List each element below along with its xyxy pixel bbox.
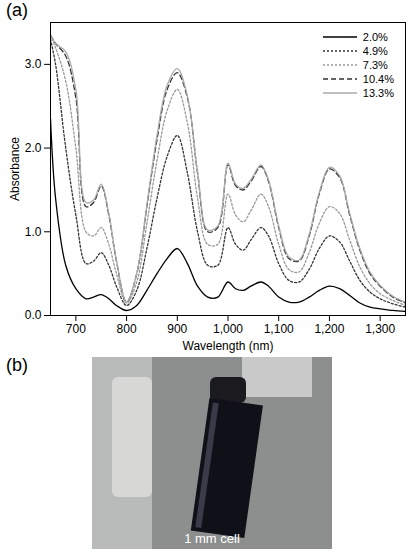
html-text:2.0%: 2.0% <box>362 31 388 43</box>
svg-text:700: 700 <box>66 322 86 336</box>
svg-text:3.0: 3.0 <box>25 57 42 71</box>
html-text:4.9%: 4.9% <box>362 45 388 57</box>
svg-text:0.0: 0.0 <box>25 308 42 322</box>
svg-text:800: 800 <box>117 322 137 336</box>
svg-text:1 mm cell: 1 mm cell <box>184 531 240 546</box>
svg-text:1,100: 1,100 <box>264 322 294 336</box>
html-text:7.3%: 7.3% <box>362 59 388 71</box>
svg-text:1.0: 1.0 <box>25 225 42 239</box>
svg-text:900: 900 <box>167 322 187 336</box>
svg-text:2.0: 2.0 <box>25 141 42 155</box>
svg-text:Absorbance: Absorbance <box>8 137 22 201</box>
svg-text:1,200: 1,200 <box>314 322 344 336</box>
html-text:10.4%: 10.4% <box>362 73 394 85</box>
html-text:(b): (b) <box>6 355 28 375</box>
svg-text:1,000: 1,000 <box>213 322 243 336</box>
svg-text:1,300: 1,300 <box>365 322 395 336</box>
html-text:13.3%: 13.3% <box>362 87 394 99</box>
html-text:(a): (a) <box>6 0 28 20</box>
svg-text:Wavelength (nm): Wavelength (nm) <box>183 339 274 353</box>
